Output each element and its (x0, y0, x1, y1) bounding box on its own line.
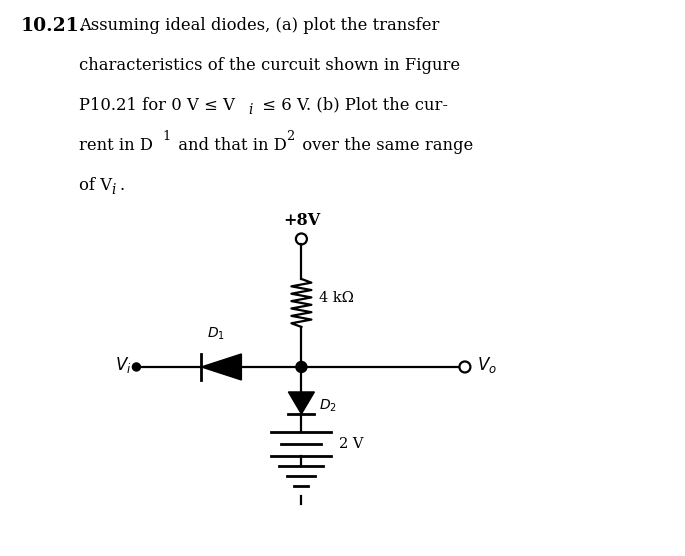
Text: i: i (112, 183, 116, 197)
Polygon shape (201, 354, 241, 380)
Text: i: i (248, 103, 252, 117)
Text: 2: 2 (286, 130, 295, 143)
Text: 1: 1 (162, 130, 171, 143)
Text: 4 kΩ: 4 kΩ (319, 291, 354, 305)
Text: .: . (120, 177, 125, 194)
Text: $D_1$: $D_1$ (208, 326, 225, 342)
Text: rent in D: rent in D (79, 137, 153, 154)
Text: over the same range: over the same range (297, 137, 473, 154)
Text: $V_i$: $V_i$ (115, 355, 132, 375)
Text: of V: of V (79, 177, 112, 194)
Polygon shape (288, 392, 314, 414)
Circle shape (132, 363, 140, 371)
Text: +8V: +8V (283, 212, 320, 229)
Text: 2 V: 2 V (339, 437, 364, 451)
Text: and that in D: and that in D (173, 137, 286, 154)
Text: $V_o$: $V_o$ (477, 355, 497, 375)
Text: ≤ 6 V. (b) Plot the cur-: ≤ 6 V. (b) Plot the cur- (257, 97, 448, 114)
Text: Assuming ideal diodes, (a) plot the transfer: Assuming ideal diodes, (a) plot the tran… (79, 17, 439, 34)
Text: characteristics of the curcuit shown in Figure: characteristics of the curcuit shown in … (79, 57, 460, 74)
Text: 10.21.: 10.21. (21, 17, 86, 34)
Text: P10.21 for 0 V ≤ V: P10.21 for 0 V ≤ V (79, 97, 235, 114)
Text: $D_2$: $D_2$ (319, 398, 337, 414)
Circle shape (296, 361, 307, 373)
